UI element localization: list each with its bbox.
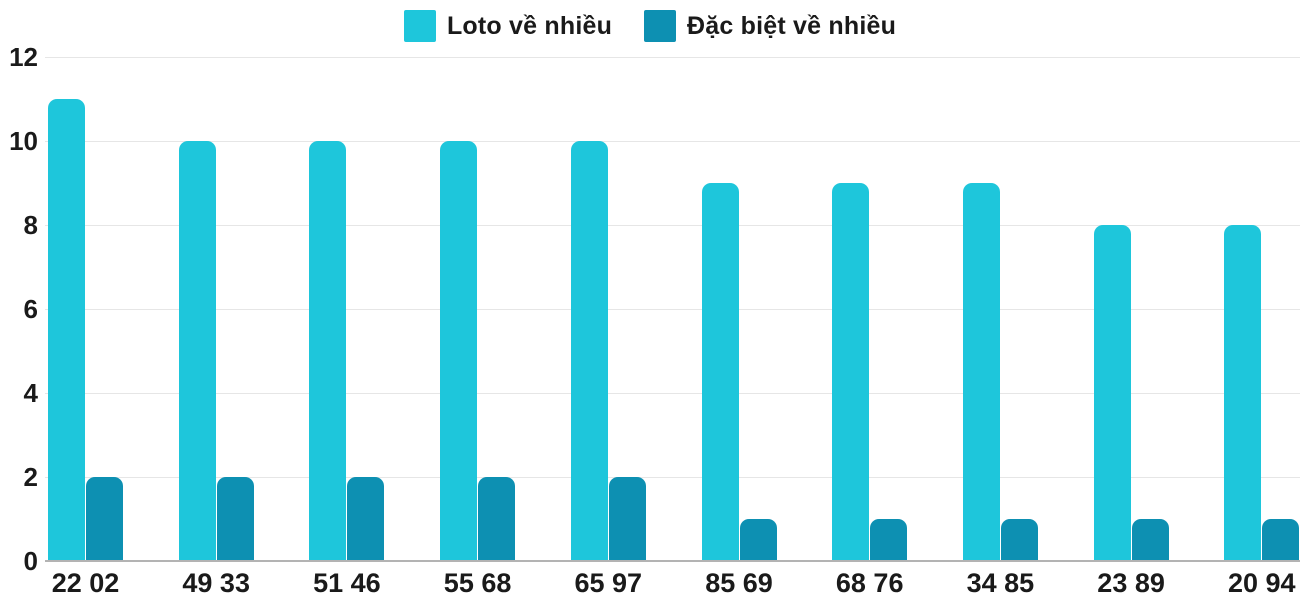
bar-dacbiet-23-89[interactable] bbox=[1131, 519, 1169, 561]
bar-loto-23-89[interactable] bbox=[1093, 225, 1131, 561]
y-tick-label-10: 10 bbox=[9, 126, 38, 156]
x-axis-line bbox=[45, 560, 1300, 562]
bar-dacbiet-51-46[interactable] bbox=[347, 477, 385, 561]
y-tick-label-8: 8 bbox=[23, 210, 38, 240]
x-tick-label-34-85: 34 85 bbox=[966, 568, 1035, 598]
legend-label-loto: Loto về nhiều bbox=[446, 11, 613, 40]
bar-loto-22-02[interactable] bbox=[48, 99, 85, 561]
y-tick-label-12: 12 bbox=[9, 42, 38, 72]
legend-label-dacbiet: Đặc biệt về nhiều bbox=[687, 11, 897, 40]
x-tick-label-23-89: 23 89 bbox=[1097, 568, 1165, 598]
chart-legend: Loto về nhiều Đặc biệt về nhiều bbox=[0, 10, 1300, 42]
gridline-y4 bbox=[45, 393, 1300, 394]
x-tick-label-22-02: 22 02 bbox=[51, 568, 120, 598]
x-tick-label-49-33: 49 33 bbox=[182, 568, 250, 598]
y-tick-label-6: 6 bbox=[23, 294, 38, 324]
legend-swatch-loto bbox=[403, 10, 436, 42]
x-tick-label-55-68: 55 68 bbox=[443, 568, 512, 598]
legend-item-loto: Loto về nhiều bbox=[403, 10, 613, 42]
bar-dacbiet-65-97[interactable] bbox=[608, 477, 646, 561]
gridline-y2 bbox=[45, 477, 1300, 478]
bar-dacbiet-85-69[interactable] bbox=[739, 519, 777, 561]
bar-loto-34-85[interactable] bbox=[962, 183, 1000, 561]
bar-loto-49-33[interactable] bbox=[178, 141, 216, 561]
bar-dacbiet-49-33[interactable] bbox=[216, 477, 254, 561]
bar-loto-68-76[interactable] bbox=[832, 183, 870, 561]
x-tick-label-68-76: 68 76 bbox=[835, 568, 904, 598]
bar-dacbiet-68-76[interactable] bbox=[870, 519, 908, 561]
legend-swatch-dacbiet bbox=[644, 10, 677, 42]
bar-loto-55-68[interactable] bbox=[440, 141, 478, 561]
bar-loto-51-46[interactable] bbox=[309, 141, 347, 561]
bar-dacbiet-55-68[interactable] bbox=[478, 477, 516, 561]
bar-loto-85-69[interactable] bbox=[701, 183, 739, 561]
legend-item-dacbiet: Đặc biệt về nhiều bbox=[644, 10, 896, 42]
x-tick-label-51-46: 51 46 bbox=[313, 568, 381, 598]
bar-dacbiet-34-85[interactable] bbox=[1000, 519, 1038, 561]
gridline-y10 bbox=[45, 141, 1300, 142]
x-tick-label-65-97: 65 97 bbox=[574, 568, 643, 598]
bar-loto-65-97[interactable] bbox=[570, 141, 608, 561]
y-tick-label-2: 2 bbox=[23, 462, 38, 492]
y-tick-label-4: 4 bbox=[23, 378, 38, 408]
gridline-y8 bbox=[45, 225, 1300, 226]
x-tick-label-20-94: 20 94 bbox=[1228, 568, 1296, 598]
gridline-y6 bbox=[45, 309, 1300, 310]
bar-dacbiet-22-02[interactable] bbox=[86, 477, 123, 561]
gridline-y12 bbox=[45, 57, 1300, 58]
x-tick-label-85-69: 85 69 bbox=[705, 568, 773, 598]
y-tick-label-0: 0 bbox=[23, 546, 38, 576]
bar-dacbiet-20-94[interactable] bbox=[1262, 519, 1300, 561]
bar-loto-20-94[interactable] bbox=[1224, 225, 1262, 561]
